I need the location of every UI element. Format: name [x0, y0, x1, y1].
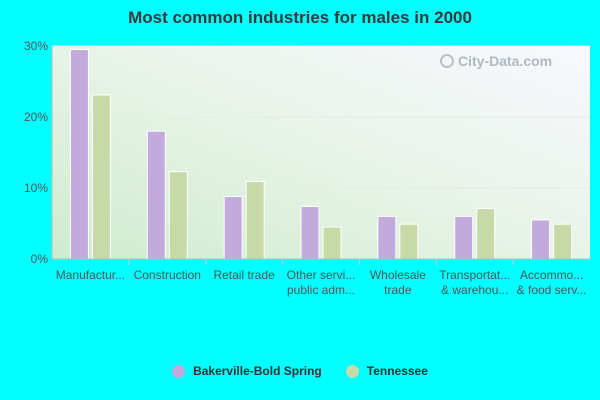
x-tick-label: Wholesale [370, 268, 426, 282]
y-tick-label: 30% [24, 39, 48, 53]
watermark-icon [440, 54, 454, 68]
legend-item-bakerville: Bakerville-Bold Spring [172, 364, 322, 378]
bar-bakerville [300, 205, 320, 260]
bar-bakerville [531, 219, 551, 260]
y-tick-label: 10% [24, 181, 48, 195]
bar-tennessee [168, 171, 188, 260]
watermark: City-Data.com [440, 53, 552, 69]
legend-swatch-tennessee [345, 364, 359, 378]
legend: Bakerville-Bold Spring Tennessee [0, 364, 600, 378]
x-tick-label: trade [384, 283, 412, 297]
legend-item-tennessee: Tennessee [345, 364, 428, 378]
plot-area [52, 46, 590, 259]
x-tick-label: & warehou... [441, 283, 508, 297]
bar-bakerville [223, 196, 243, 260]
x-tick-label: public adm... [287, 283, 355, 297]
x-tick-label: Manufactur... [56, 268, 125, 282]
bar-tennessee [91, 94, 111, 260]
x-tick-label: Construction [134, 268, 201, 282]
y-tick-label: 20% [24, 110, 48, 124]
x-tick-label: Accommo... [520, 268, 583, 282]
chart-title: Most common industries for males in 2000 [128, 8, 472, 27]
legend-label-bakerville: Bakerville-Bold Spring [193, 364, 322, 378]
bar-bakerville [454, 215, 474, 260]
x-tick-label: & food serv... [517, 283, 587, 297]
bar-bakerville [146, 130, 166, 260]
bar-bakerville [69, 49, 89, 260]
bar-tennessee [245, 181, 265, 260]
legend-swatch-bakerville [172, 364, 186, 378]
legend-label-tennessee: Tennessee [366, 364, 428, 378]
bar-tennessee [553, 223, 573, 260]
bar-bakerville [377, 215, 397, 260]
bar-tennessee [322, 226, 342, 260]
y-tick-label: 0% [31, 252, 49, 266]
watermark-text: City-Data.com [458, 53, 552, 69]
x-tick-label: Retail trade [213, 268, 275, 282]
x-tick-label: Other servi... [287, 268, 356, 282]
x-tick-label: Transportat... [439, 268, 510, 282]
bar-tennessee [399, 223, 419, 260]
bar-tennessee [476, 208, 496, 260]
